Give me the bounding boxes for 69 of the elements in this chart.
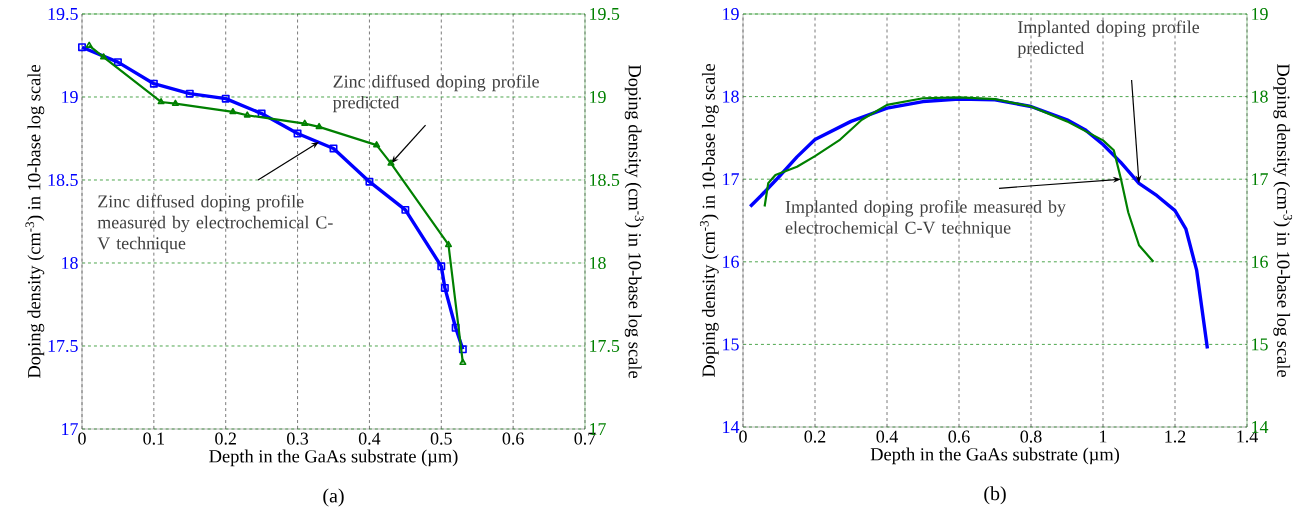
y2-tick-label: 17.5	[590, 339, 620, 353]
annotation: Implanted doping profile predicted	[1017, 20, 1200, 58]
x-axis-title: Depth in the GaAs substrate (µm)	[209, 449, 458, 467]
x-tick-label: 1	[1100, 430, 1107, 443]
y-tick-label: 17	[723, 173, 739, 186]
y-tick-label: 18	[723, 90, 739, 103]
y-tick-label: 14	[723, 421, 740, 433]
y2-tick-label: 19	[590, 90, 606, 104]
point	[365, 177, 374, 186]
x-tick-label: 0	[739, 430, 747, 443]
point	[451, 323, 460, 332]
y-tick-label: 17.5	[48, 339, 78, 353]
point	[437, 262, 446, 271]
point	[78, 43, 86, 52]
y-axis-title: Doping density (cm$^{-3}$) in 10-base log scale	[25, 65, 45, 379]
point	[100, 53, 108, 60]
x-axis-title: Depth in the GaAs substrate (µm)	[870, 447, 1120, 465]
text: (a)	[323, 488, 344, 507]
y2-tick-label: 18	[1252, 90, 1268, 103]
point	[440, 283, 449, 292]
point	[293, 129, 302, 138]
point	[387, 159, 395, 166]
point	[149, 79, 158, 88]
y2-tick-label: 16	[1252, 255, 1268, 268]
y-tick-label: 19	[62, 90, 78, 104]
point	[221, 94, 230, 103]
y-tick-label: 15	[723, 338, 739, 351]
y-tick-label: 19	[723, 7, 739, 21]
x-tick-label: 0.2	[215, 432, 236, 445]
x-tick-label: 0.2	[804, 430, 826, 443]
y-tick-label: 18	[62, 256, 78, 270]
y2-axis-title: Doping density (cm$^{-3}$) in 10-base log scale	[624, 64, 644, 378]
point	[301, 119, 309, 126]
y2-tick-label: 18	[590, 256, 606, 270]
x-tick-label: 0.4	[876, 430, 898, 443]
annotation: Zinc diffused doping profile predicted	[332, 74, 539, 113]
y2-axis-title: Doping density (cm$^{-3}$) in 10-base log scale	[1273, 63, 1293, 377]
line-series	[763, 96, 1155, 263]
y-tick-label: 16	[723, 255, 739, 268]
annotation: Implanted doping profile measured by electrochemical C-V technique	[785, 200, 1066, 238]
y-tick-label: 18.5	[48, 173, 78, 187]
x-tick-label: 0.5	[430, 432, 452, 445]
point	[329, 144, 338, 153]
point	[171, 99, 179, 107]
y2-tick-label: 19.5	[590, 7, 620, 21]
point	[113, 58, 122, 67]
y-tick-label: 17	[62, 423, 78, 435]
x-tick-label: 1.2	[1165, 430, 1186, 443]
x-tick-label: 0	[78, 432, 86, 445]
point	[243, 111, 251, 118]
x-tick-label: 0.1	[143, 432, 164, 445]
y2-tick-label: 15	[1252, 338, 1268, 351]
y2-tick-label: 18.5	[590, 173, 620, 187]
x-tick-label: 0.4	[358, 432, 381, 445]
x-tick-label: 0.8	[1020, 430, 1042, 443]
x-tick-label: 0.6	[502, 432, 524, 445]
text: (b)	[984, 486, 1006, 505]
y2-tick-label: 19	[1252, 7, 1268, 21]
annotation: Zinc diffused doping profile measured by electrochemical C-V technique	[97, 194, 333, 253]
y2-tick-label: 17	[1252, 173, 1268, 186]
x-tick-label: 0.3	[287, 432, 309, 445]
point	[185, 89, 194, 98]
y-axis-title: Doping density (cm$^{-3}$) in 10-base log scale	[699, 64, 719, 378]
x-tick-label: 0.6	[948, 430, 970, 443]
point	[373, 141, 381, 148]
point	[257, 109, 266, 118]
y-tick-label: 19.5	[48, 7, 78, 21]
point	[401, 205, 410, 214]
point	[458, 345, 467, 354]
